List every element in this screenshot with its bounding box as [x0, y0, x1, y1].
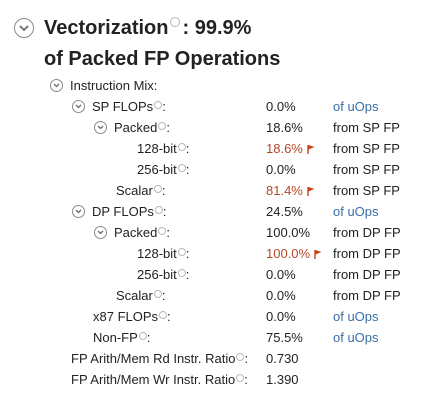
metric-unit-link[interactable]: of uOps [333, 309, 379, 324]
collapse-vectorization-toggle-icon[interactable] [14, 18, 34, 38]
help-icon[interactable] [153, 289, 162, 298]
help-icon[interactable] [154, 205, 163, 214]
help-icon[interactable] [158, 121, 167, 130]
metric-label: Packed [114, 120, 158, 135]
metric-label: 256-bit [137, 162, 177, 177]
help-icon[interactable] [236, 352, 245, 361]
metric-value: 81.4% [266, 183, 303, 198]
metric-label: FP Arith/Mem Wr Instr. Ratio [71, 372, 236, 387]
metric-label: x87 FLOPs [93, 309, 159, 324]
metric-unit: from SP FP [333, 183, 400, 198]
tree-row-non-fp: Non-FP : 75.5% of uOps [93, 330, 379, 345]
metric-value: 0.0% [266, 267, 296, 282]
help-icon[interactable] [177, 163, 186, 172]
metric-value: 0.0% [266, 309, 296, 324]
metrics-tree: Instruction Mix: SP FLOPs : 0.0% of uOps… [0, 76, 447, 391]
tree-row-sp-flops: SP FLOPs : 0.0% of uOps [0, 97, 447, 118]
help-icon[interactable] [154, 100, 163, 109]
metric-unit: from SP FP [333, 120, 400, 135]
metric-label: Scalar [116, 288, 153, 303]
metric-unit-link[interactable]: of uOps [333, 99, 379, 114]
metric-label: FP Arith/Mem Rd Instr. Ratio [71, 351, 236, 366]
flag-icon[interactable] [307, 186, 315, 196]
metric-unit-link[interactable]: of uOps [333, 330, 379, 345]
collapse-dp-flops-toggle-icon[interactable] [72, 205, 85, 218]
help-icon[interactable] [170, 17, 181, 27]
help-icon[interactable] [177, 247, 186, 256]
tree-row-dp-256-bit: 256-bit : 0.0% from DP FP [137, 267, 401, 282]
collapse-sp-packed-toggle-icon[interactable] [94, 121, 107, 134]
flag-icon[interactable] [314, 249, 322, 259]
vectorization-title: Vectorization [44, 16, 169, 39]
vectorization-title-line: Vectorization : 99.9% [14, 14, 439, 42]
tree-row-fp-arith-mem-rd-ratio: FP Arith/Mem Rd Instr. Ratio : 0.730 [71, 351, 299, 366]
metric-label: 256-bit [137, 267, 177, 282]
tree-row-dp-packed: Packed : 100.0% from DP FP [0, 223, 447, 244]
metric-label: Non-FP [93, 330, 138, 345]
metric-label: SP FLOPs [92, 99, 154, 114]
help-icon[interactable] [159, 310, 168, 319]
metric-unit: from DP FP [333, 288, 401, 303]
help-icon[interactable] [177, 268, 186, 277]
metric-value: 75.5% [266, 330, 303, 345]
tree-row-sp-128-bit: 128-bit : 18.6% from SP FP [137, 141, 400, 156]
metric-unit-link[interactable]: of uOps [333, 204, 379, 219]
metric-label: Scalar [116, 183, 153, 198]
help-icon[interactable] [236, 373, 245, 382]
metric-label: Packed [114, 225, 158, 240]
tree-row-sp-packed: Packed : 18.6% from SP FP [0, 118, 447, 139]
collapse-dp-packed-toggle-icon[interactable] [94, 226, 107, 239]
tree-row-sp-256-bit: 256-bit : 0.0% from SP FP [137, 162, 400, 177]
metric-unit: from DP FP [333, 246, 401, 261]
metric-unit: from DP FP [333, 225, 401, 240]
vectorization-subtitle-line: of Packed FP Operations [44, 45, 439, 73]
metric-value: 1.390 [266, 372, 299, 387]
metric-unit: from DP FP [333, 267, 401, 282]
metric-value: 0.730 [266, 351, 299, 366]
help-icon[interactable] [177, 142, 186, 151]
vectorization-subtitle: of Packed FP Operations [44, 47, 281, 70]
help-icon[interactable] [138, 331, 147, 340]
flag-icon[interactable] [307, 144, 315, 154]
tree-row-dp-128-bit: 128-bit : 100.0% from DP FP [137, 246, 401, 261]
tree-row-fp-arith-mem-wr-ratio: FP Arith/Mem Wr Instr. Ratio : 1.390 [71, 372, 299, 387]
help-icon[interactable] [153, 184, 162, 193]
tree-row-dp-flops: DP FLOPs : 24.5% of uOps [0, 202, 447, 223]
collapse-instruction-mix-toggle-icon[interactable] [50, 79, 63, 92]
metric-value-warning: 18.6% [266, 141, 315, 156]
metric-value-warning: 100.0% [266, 246, 322, 261]
tree-row-sp-scalar: Scalar : 81.4% from SP FP [116, 183, 400, 198]
tree-row-dp-scalar: Scalar : 0.0% from DP FP [116, 288, 401, 303]
tree-row-instruction-mix: Instruction Mix: [0, 76, 447, 97]
metric-value: 100.0% [266, 246, 311, 261]
metric-value-warning: 81.4% [266, 183, 315, 198]
metric-value: 18.6% [266, 141, 303, 156]
metric-label: 128-bit [137, 141, 177, 156]
metric-label: DP FLOPs [92, 204, 154, 219]
metric-value: 0.0% [266, 288, 296, 303]
metric-unit: from SP FP [333, 141, 400, 156]
collapse-sp-flops-toggle-icon[interactable] [72, 100, 85, 113]
metric-value: 0.0% [266, 99, 296, 114]
tree-row-x87-flops: x87 FLOPs : 0.0% of uOps [93, 309, 379, 324]
metric-label: Instruction Mix: [70, 78, 158, 93]
metric-value: 24.5% [266, 204, 303, 219]
vectorization-header: Vectorization : 99.9% of Packed FP Opera… [14, 14, 439, 73]
metric-value: 18.6% [266, 120, 303, 135]
metric-unit: from SP FP [333, 162, 400, 177]
vectorization-value: : 99.9% [182, 16, 252, 39]
help-icon[interactable] [158, 226, 167, 235]
metric-value: 0.0% [266, 162, 296, 177]
metric-value: 100.0% [266, 225, 311, 240]
metric-label: 128-bit [137, 246, 177, 261]
